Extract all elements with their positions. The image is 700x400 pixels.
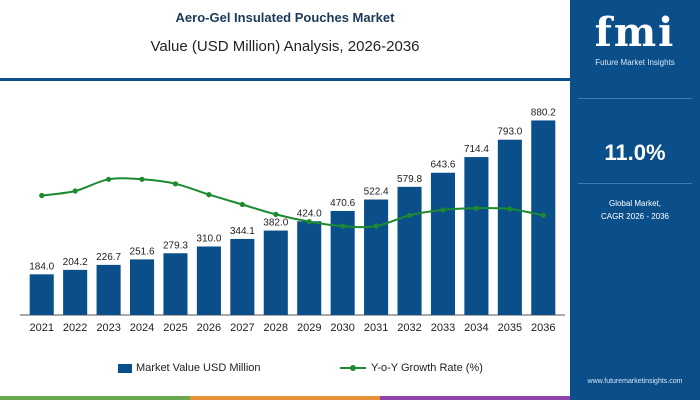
strip-segment-orange — [190, 396, 380, 400]
legend-line-swatch — [340, 363, 366, 373]
growth-point-2027 — [239, 201, 245, 208]
x-tick-label-2036: 2036 — [531, 322, 555, 334]
bar-value-label-2035: 793.0 — [497, 127, 522, 138]
bar-value-label-2022: 204.2 — [63, 257, 88, 268]
x-tick-label-2031: 2031 — [364, 322, 388, 334]
legend-item-market-value: Market Value USD Million — [118, 362, 261, 374]
growth-point-2026 — [206, 192, 212, 198]
x-tick-label-2025: 2025 — [163, 322, 187, 334]
bar-2026 — [196, 246, 221, 315]
growth-point-2023 — [105, 176, 112, 182]
bar-2031 — [364, 199, 389, 315]
growth-point-2025 — [172, 181, 179, 187]
panel-divider-middle — [578, 183, 692, 184]
bar-value-label-2028: 382.0 — [263, 218, 288, 229]
bar-value-label-2025: 279.3 — [163, 240, 188, 251]
bar-2024 — [129, 259, 155, 315]
growth-point-2030 — [340, 223, 346, 229]
bar-value-label-2036: 880.2 — [531, 107, 556, 118]
growth-rate-line — [41, 177, 544, 229]
growth-point-2035 — [507, 206, 513, 212]
bar-value-label-2026: 310.0 — [196, 233, 221, 244]
x-tick-label-2029: 2029 — [297, 322, 321, 334]
cagr-label-line2: CAGR 2026 - 2036 — [600, 212, 670, 221]
bar-2029 — [297, 221, 322, 315]
x-tick-label-2024: 2024 — [130, 322, 154, 334]
bar-value-label-2029: 424.0 — [297, 208, 322, 219]
side-panel: fmi Future Market Insights 11.0% Global … — [570, 0, 700, 400]
bar-2021 — [29, 274, 54, 315]
chart-legend: Market Value USD Million Y-o-Y Growth Ra… — [0, 362, 570, 380]
bar-value-label-2024: 251.6 — [130, 246, 155, 257]
x-tick-label-2033: 2033 — [431, 322, 455, 334]
bar-2028 — [263, 230, 288, 315]
x-tick-label-2035: 2035 — [498, 322, 522, 334]
growth-point-2024 — [139, 176, 145, 182]
cagr-label-line1: Global Market, — [608, 199, 662, 208]
bar-value-label-2023: 226.7 — [96, 252, 121, 263]
bar-2025 — [163, 253, 188, 315]
growth-point-2032 — [406, 212, 413, 218]
bar-value-label-2033: 643.6 — [430, 160, 455, 171]
bar-2027 — [230, 238, 255, 315]
strip-segment-green — [0, 396, 190, 400]
website-link[interactable]: www.futuremarketinsights.com — [587, 378, 683, 385]
bar-2023 — [96, 264, 121, 315]
x-tick-label-2023: 2023 — [96, 322, 120, 334]
bottom-color-strip — [0, 396, 570, 400]
legend-label-growth-rate: Y-o-Y Growth Rate (%) — [371, 362, 483, 374]
x-tick-label-2021: 2021 — [29, 322, 53, 334]
x-tick-label-2034: 2034 — [464, 322, 488, 334]
bar-value-label-2034: 714.4 — [464, 144, 489, 155]
panel-divider-top — [578, 98, 692, 99]
header-divider — [0, 78, 570, 81]
logo-tagline: Future Market Insights — [595, 58, 675, 67]
growth-point-2022 — [72, 188, 78, 194]
growth-point-2034 — [473, 205, 480, 211]
x-tick-label-2028: 2028 — [264, 322, 288, 334]
growth-point-2031 — [373, 223, 379, 229]
bar-value-label-2031: 522.4 — [364, 187, 389, 198]
chart-area: Aero-Gel Insulated Pouches Market Value … — [0, 10, 570, 400]
legend-bar-swatch — [118, 363, 132, 373]
chart-subtitle: Value (USD Million) Analysis, 2026-2036 — [150, 38, 420, 55]
chart-title: Aero-Gel Insulated Pouches Market — [175, 10, 395, 25]
bar-2034 — [464, 157, 489, 315]
bar-value-label-2021: 184.0 — [29, 261, 54, 272]
fmi-logo: fmi Future Market Insights — [570, 8, 700, 67]
x-tick-label-2032: 2032 — [397, 322, 421, 334]
bar-2035 — [497, 139, 522, 315]
growth-point-2028 — [273, 211, 279, 217]
bar-value-label-2030: 470.6 — [330, 198, 355, 209]
cagr-value: 11.0% — [604, 140, 666, 165]
x-tick-label-2022: 2022 — [63, 322, 87, 334]
strip-segment-purple — [380, 396, 570, 400]
x-tick-label-2027: 2027 — [230, 322, 254, 334]
bar-2033 — [430, 172, 456, 315]
cagr-label: Global Market, CAGR 2026 - 2036 — [570, 197, 700, 223]
bar-value-label-2027: 344.1 — [230, 226, 255, 237]
growth-point-2033 — [440, 207, 446, 213]
legend-label-market-value: Market Value USD Million — [136, 362, 261, 374]
x-tick-label-2026: 2026 — [197, 322, 221, 334]
bar-2022 — [63, 269, 88, 315]
growth-point-2021 — [39, 192, 45, 199]
growth-point-2029 — [306, 219, 312, 225]
growth-point-2036 — [540, 212, 546, 218]
bar-value-label-2032: 579.8 — [397, 174, 422, 185]
bar-2032 — [397, 186, 422, 315]
legend-item-growth-rate: Y-o-Y Growth Rate (%) — [340, 362, 483, 374]
x-tick-label-2030: 2030 — [330, 322, 354, 334]
market-chart: 184.0 2021 204.2 2022 226.7 2023 251.6 2024 279.… — [20, 107, 565, 334]
logo-mark: fmi — [594, 9, 676, 56]
